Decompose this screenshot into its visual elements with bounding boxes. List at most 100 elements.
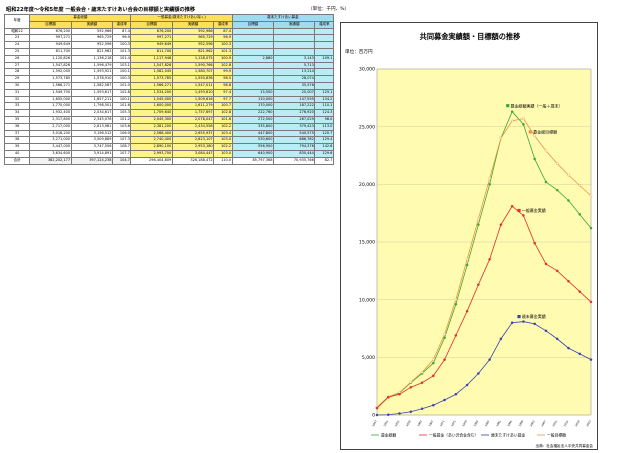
value-cell: 2,740,400 <box>130 136 173 145</box>
value-cell: 794,376 <box>273 143 316 151</box>
group-header-general: 一般募金(歳末たすけあい除く) <box>130 14 233 22</box>
data-point <box>375 406 379 410</box>
subheader-actual: 実績額 <box>273 20 316 29</box>
table-row: 39 3,447,000 3,747,556 108.7 2,890,100 2,953,… <box>3 143 334 151</box>
value-cell: 100.3 <box>213 41 233 49</box>
value-cell: 100.7 <box>213 102 233 111</box>
page-title: 昭和22年度～令和5年度 一般会合・歳末たすけあい合会の目標額と実績額の推移 <box>6 7 196 13</box>
x-tick-label: 2003 <box>529 419 536 427</box>
value-cell <box>273 41 316 49</box>
value-cell: 103.1 <box>112 61 132 70</box>
value-cell: 1,582,587 <box>70 81 114 90</box>
value-cell: 1,545,000 <box>130 95 173 104</box>
value-cell: 101.3 <box>112 47 132 56</box>
data-point <box>544 329 548 333</box>
value-cell: 2,045,300 <box>130 115 173 124</box>
value-cell: 101.2 <box>112 115 132 124</box>
y-tick-label: 30,000 <box>359 67 375 73</box>
table-row: 29 1,573,785 1,578,910 100.3 1,573,785 1,550,… <box>3 75 334 83</box>
series-line <box>376 118 592 408</box>
x-tick-label: 2011 <box>551 419 558 427</box>
subheader-target: 目標額 <box>29 20 72 29</box>
value-cell: 276,920 <box>273 109 316 117</box>
value-cell: 2,717,000 <box>29 122 72 131</box>
value-cell: 1,509,616 <box>171 95 215 104</box>
value-cell <box>314 68 334 77</box>
value-cell: 1,611,279 <box>171 102 215 111</box>
data-point <box>555 337 559 341</box>
value-cell: 949,649 <box>130 41 173 49</box>
chart-credit: 出典：社会福祉法人中央共同募金会 <box>536 443 594 448</box>
value-cell: 1,573,785 <box>29 75 72 83</box>
value-cell: 96.9 <box>112 34 132 43</box>
value-cell: 100.1 <box>112 95 132 104</box>
value-cell: 102.8 <box>213 61 233 70</box>
value-cell: 1,600,000 <box>130 102 173 111</box>
value-cell: 124.3 <box>314 109 334 117</box>
annotation-marker <box>517 314 521 319</box>
data-point <box>432 358 435 361</box>
subheader-actual: 実績額 <box>171 20 215 29</box>
annotation-marker <box>528 130 532 134</box>
value-cell: 96.9 <box>213 34 233 43</box>
value-cell: 82.7 <box>314 156 334 165</box>
value-cell: 1,566,271 <box>130 81 173 90</box>
data-point <box>477 217 480 221</box>
data-point <box>544 149 548 153</box>
value-cell <box>273 34 316 43</box>
value-cell: 100.3 <box>112 75 132 83</box>
group-header-total: 募金総額 <box>29 14 132 22</box>
value-cell: 3,634,600 <box>29 149 72 158</box>
data-point <box>510 119 514 123</box>
value-cell: 1,590,766 <box>171 61 215 70</box>
value-cell: 1,709,640 <box>130 109 173 117</box>
value-cell: 102.2 <box>213 122 233 131</box>
value-cell: 1,578,910 <box>70 75 114 83</box>
data-point <box>589 226 593 230</box>
value-cell: 2,345,076 <box>70 115 114 124</box>
value-cell: 99.9 <box>213 68 233 77</box>
subheader-rate: 達成率 <box>213 20 233 29</box>
data-point <box>522 214 525 217</box>
value-cell: 129.6 <box>314 149 334 158</box>
value-cell: 2,434,558 <box>171 122 215 131</box>
value-cell: 1,657,211 <box>70 95 114 104</box>
value-cell: 1,566,271 <box>29 81 72 90</box>
value-cell: 110,000 <box>231 95 275 104</box>
value-cell: 686,782 <box>273 136 316 145</box>
value-cell: 20,007 <box>273 88 316 97</box>
x-tick-label: 1967 <box>427 419 434 427</box>
table-row: 40 3,634,600 3,914,891 107.7 2,993,700 3,084,… <box>3 149 334 158</box>
value-cell: 296,404,809 <box>130 156 173 165</box>
value-cell: 102.2 <box>213 143 233 151</box>
x-tick-label: 1991 <box>495 419 502 427</box>
value-cell <box>314 47 334 56</box>
value-cell <box>273 27 316 36</box>
data-point <box>465 383 469 387</box>
value-cell: 98.5 <box>213 75 233 83</box>
data-point <box>443 358 446 361</box>
value-cell: 1,534,200 <box>130 88 173 97</box>
value-cell: 952,596 <box>70 41 114 49</box>
data-point <box>409 380 413 384</box>
data-point <box>465 309 469 313</box>
data-point <box>488 183 491 186</box>
series-annotation: 募金総目標額 <box>533 128 557 134</box>
y-tick-label: 5,000 <box>362 355 375 361</box>
value-cell: 1,493,610 <box>171 88 215 97</box>
value-cell: 110.0 <box>213 156 233 165</box>
value-cell: 2,880 <box>231 54 275 63</box>
y-tick-label: 15,000 <box>359 240 375 246</box>
value-cell: 2,381,200 <box>130 122 173 131</box>
data-point <box>386 413 390 417</box>
table-row: 昭和22 676,200 592,966 87.4 676,200 592,966 87.4 <box>3 27 334 36</box>
value-cell: 85,797,368 <box>231 156 275 165</box>
value-cell: 1,582,045 <box>130 68 173 77</box>
data-point <box>567 346 570 350</box>
subheader-actual: 実績額 <box>70 20 114 29</box>
year-cell: 26 <box>3 54 31 63</box>
data-point <box>454 298 458 301</box>
value-cell: 129.4 <box>314 136 334 145</box>
value-cell: 821,962 <box>171 47 215 56</box>
data-point <box>409 386 413 389</box>
